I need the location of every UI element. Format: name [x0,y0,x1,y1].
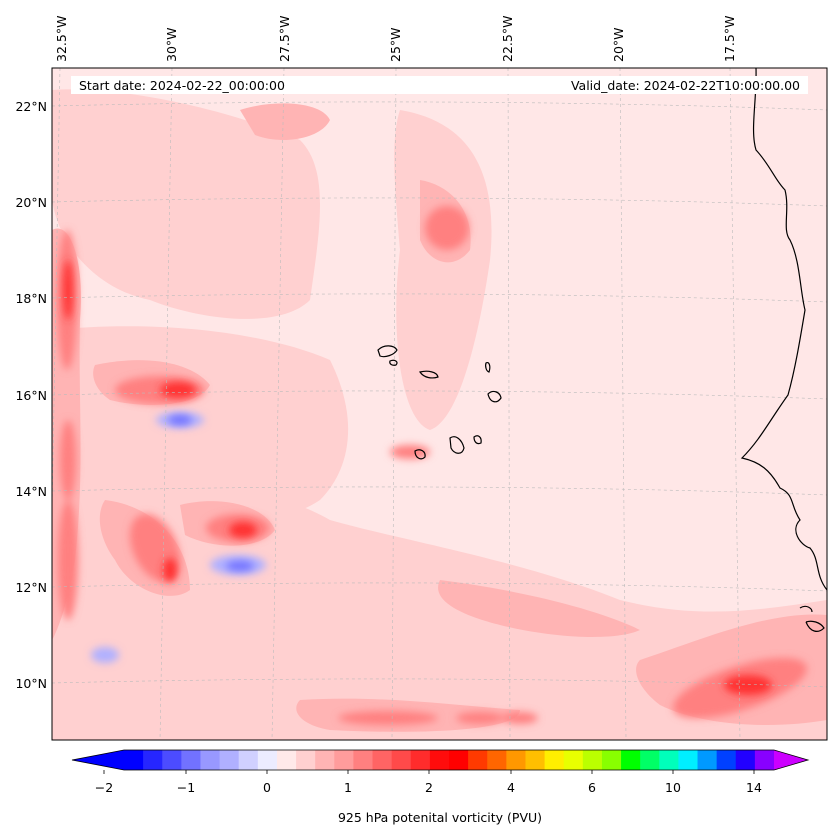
lat-label: 12°N [15,580,47,595]
cb-tick-label: 4 [507,780,515,795]
lat-label: 10°N [15,676,47,691]
colorbar-cell [754,750,775,770]
island-santiago [449,436,465,454]
colorbar-cell [716,750,737,770]
colorbar-cell [697,750,718,770]
colorbar-cell [640,750,660,770]
island-boa-vista [487,390,502,403]
colorbar-cell [353,750,374,770]
colorbar-cell [468,750,488,770]
cb-tick-label: −1 [177,780,195,795]
colorbar-cell [334,750,354,770]
colorbar-cells [124,750,775,770]
island-maio [473,435,482,445]
cb-tick-label: 2 [425,780,433,795]
lat-label: 18°N [15,291,47,306]
cb-tick-label: 1 [344,780,352,795]
colorbar-cell [735,750,756,770]
colorbar-cell [563,750,584,770]
colorbar-cell [124,750,144,770]
lat-label: 16°N [15,388,47,403]
island-sao-vicente [389,359,398,366]
colorbar-cell [544,750,565,770]
gridlines [52,68,827,740]
colorbar-cell [296,750,316,770]
lon-label: 30°W [164,27,179,62]
colorbar-cell [257,750,278,770]
colorbar-extend-max [774,750,808,770]
pv-contours [52,68,827,740]
colorbar: −2 −1 0 1 2 4 6 10 14 925 hPa potenital … [71,749,810,825]
colorbar-ticks [103,770,755,774]
cb-tick-label: 14 [746,780,762,795]
colorbar-cell [162,750,182,770]
island-fogo [414,449,426,460]
colorbar-outline [71,749,810,771]
lon-label: 20°W [611,27,626,62]
colorbar-cell [143,750,163,770]
lon-label: 32.5°W [54,16,69,62]
colorbar-label: 925 hPa potenital vorticity (PVU) [338,810,542,825]
map-frame [51,67,828,741]
colorbar-cell [678,750,699,770]
colorbar-tick-labels: −2 −1 0 1 2 4 6 10 14 [95,780,762,795]
colorbar-cell [219,750,240,770]
map-panel: Start date: 2024-02-22_00:00:00 Valid_da… [51,67,828,741]
lat-label: 20°N [15,195,47,210]
colorbar-cell [315,750,335,770]
coastline [377,68,827,632]
colorbar-cell [601,750,622,770]
cb-tick-label: −2 [95,780,113,795]
start-date: Start date: 2024-02-22_00:00:00 [79,78,285,93]
colorbar-cell [181,750,201,770]
west-africa-coast [740,68,827,591]
lon-label: 22.5°W [500,16,515,62]
colorbar-cell [391,750,412,770]
colorbar-cell [659,750,679,770]
latitude-labels: 22°N 20°N 18°N 16°N 14°N 12°N 10°N [15,99,47,691]
colorbar-cell [487,750,507,770]
island-sao-nicolau [419,370,439,379]
colorbar-cell [200,750,221,770]
colorbar-extend-min [72,750,124,770]
colorbar-cell [372,750,393,770]
colorbar-cell [410,750,431,770]
valid-date: Valid_date: 2024-02-22T10:00:00.00 [571,78,800,93]
pv-level-2 [63,260,772,695]
lon-label: 17.5°W [722,16,737,62]
colorbar-cell [449,750,469,770]
coast-guinea-islands [799,605,825,632]
colorbar-cell [525,750,546,770]
cb-tick-label: 0 [263,780,271,795]
longitude-labels: 32.5°W 30°W 27.5°W 25°W 22.5°W 20°W 17.5… [54,16,737,62]
lon-label: 25°W [388,27,403,62]
cb-tick-label: 10 [665,780,681,795]
date-strip [71,76,808,94]
colorbar-cell [582,750,603,770]
cb-tick-label: 6 [588,780,596,795]
pv-negative-strong [168,415,254,571]
colorbar-cell [238,750,259,770]
lon-label: 27.5°W [277,16,292,62]
island-sal [485,361,491,373]
colorbar-cell [429,750,450,770]
lat-label: 22°N [15,99,47,114]
colorbar-cell [276,750,297,770]
colorbar-cell [506,750,526,770]
island-santo-antao [377,345,398,358]
colorbar-cell [621,750,641,770]
lat-label: 14°N [15,484,47,499]
